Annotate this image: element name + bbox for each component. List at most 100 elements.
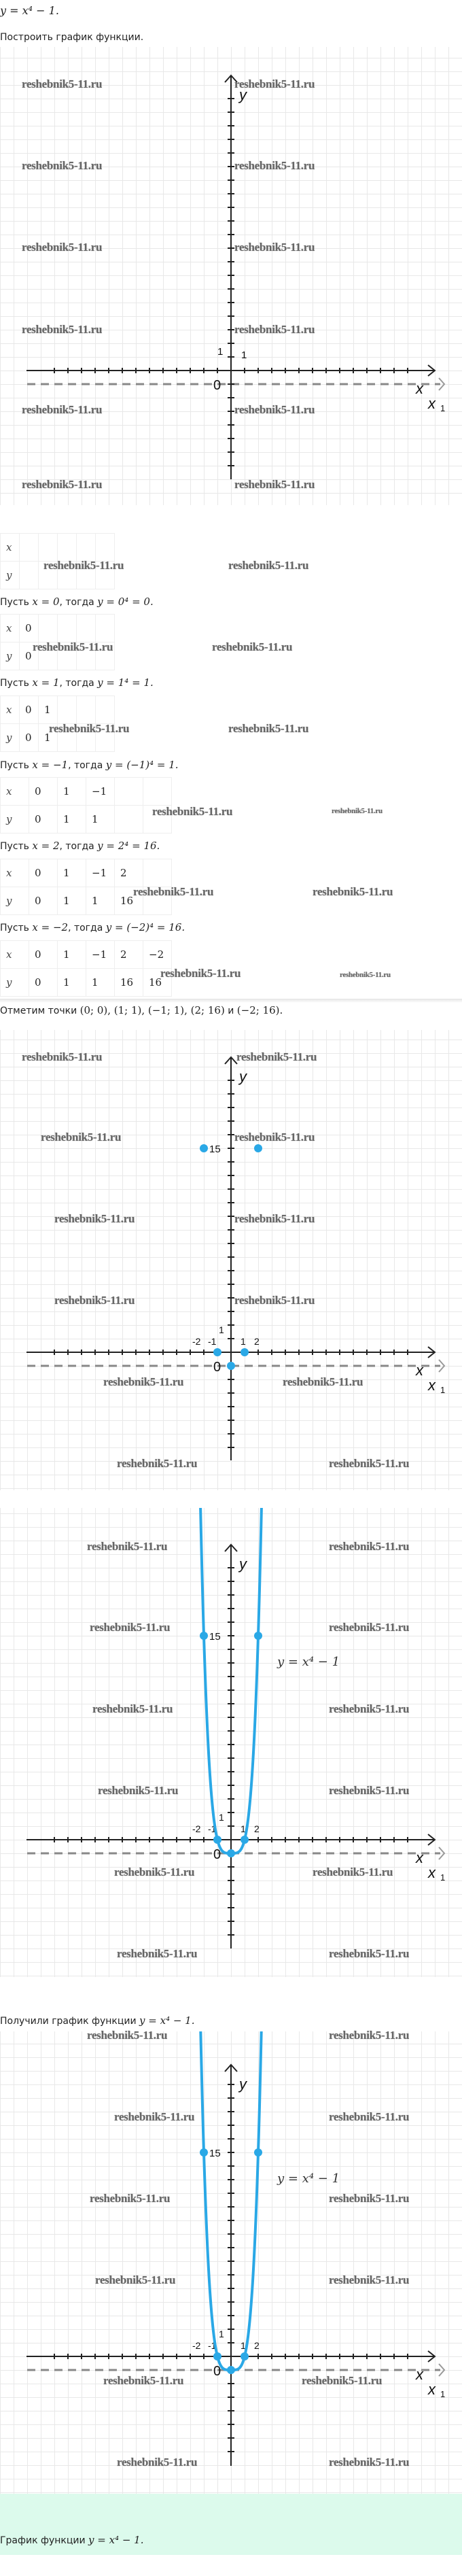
table-cell xyxy=(57,533,77,562)
table-cell xyxy=(76,561,96,589)
x-axis-arrow-icon xyxy=(427,1834,436,1846)
task-text: Построить график функции. xyxy=(0,32,144,43)
table-cell: 2 xyxy=(114,940,143,969)
table-row-x: x xyxy=(0,533,115,562)
step-text: Пусть x = 0, тогда y = 0⁴ = 0. xyxy=(0,595,154,609)
answer-box: График функции y = x⁴ − 1. xyxy=(0,2494,462,2555)
table-cell: 16 xyxy=(143,968,172,997)
row-label: x xyxy=(0,859,29,887)
watermark: reshebnik5-11.ru xyxy=(228,722,309,735)
data-point xyxy=(254,2148,262,2157)
table-cell: 0 xyxy=(29,968,58,997)
y-unit-label: 1 xyxy=(219,1324,224,1335)
x-axis-label: x xyxy=(415,2366,424,2383)
table-cell xyxy=(38,642,58,670)
table-cell xyxy=(76,614,96,642)
watermark: reshebnik5-11.ru xyxy=(212,640,293,653)
step-prefix: Пусть xyxy=(0,760,33,771)
row-label: y xyxy=(0,723,20,752)
step-text: Пусть x = −1, тогда y = (−1)⁴ = 1. xyxy=(0,758,179,772)
values-table: x 0 1 −1 2 y 0 1 1 16 xyxy=(0,859,172,915)
function-graph: y x x 1 0 1 -2 -1 1 2 15 y = x⁴ − 1 reshebnik5-11.ru… xyxy=(0,2029,462,2494)
x1-axis-subscript: 1 xyxy=(440,1385,445,1395)
y-axis-arrow-icon xyxy=(224,1056,238,1065)
table-cell xyxy=(95,695,115,724)
table-cell xyxy=(143,887,172,915)
data-point xyxy=(241,1348,249,1356)
step-mid: , тогда xyxy=(59,841,98,852)
shifted-axis-arrow-icon xyxy=(438,2363,446,2377)
origin-label: 0 xyxy=(213,1360,221,1375)
table-cell: 1 xyxy=(38,723,58,752)
table-cell: 0 xyxy=(19,614,39,642)
table-cell xyxy=(143,859,172,887)
table-cell xyxy=(95,614,115,642)
x1-axis-subscript: 1 xyxy=(440,403,445,413)
y-unit-label: 1 xyxy=(219,2329,224,2339)
table-cell xyxy=(38,533,58,562)
table-cell: −1 xyxy=(86,940,115,969)
mark-points-text: Отметим точки (0; 0), (1; 1), (−1; 1), (… xyxy=(0,1003,283,1018)
graph-canvas: yxx 101-2 -1 1 215 xyxy=(0,1030,462,1490)
table-cell xyxy=(57,642,77,670)
row-label: y xyxy=(0,642,20,670)
step-mid: , тогда xyxy=(59,597,98,608)
result-prefix: Получили график функции xyxy=(0,2016,140,2027)
table-cell xyxy=(76,533,96,562)
table-cell: 1 xyxy=(57,968,86,997)
table-cell xyxy=(114,805,143,834)
tick-label-1: 1 xyxy=(241,1823,246,1834)
table-row-y: y xyxy=(0,561,115,589)
table-cell xyxy=(57,561,77,589)
table-cell: 0 xyxy=(19,723,39,752)
tick-label-minus-1: -1 xyxy=(208,1336,217,1347)
graph-canvas: yxx 101 1 xyxy=(0,47,462,505)
tick-label-1: 1 xyxy=(241,1336,246,1347)
table-cell: 1 xyxy=(57,887,86,915)
shifted-axis-arrow-icon xyxy=(438,1359,446,1373)
x-axis-arrow-icon xyxy=(427,1346,436,1358)
table-cell: 1 xyxy=(86,968,115,997)
x1-axis-subscript: 1 xyxy=(440,2389,445,2399)
row-label: x xyxy=(0,777,29,806)
x1-axis-label: x xyxy=(427,1864,436,1881)
step-math: x = 0 xyxy=(32,596,60,608)
table-cell: 0 xyxy=(29,940,58,969)
table-cell xyxy=(95,642,115,670)
function-graph: y x x 1 0 1 1 reshebnik5-11.ru reshebnik5-11.ru r… xyxy=(0,47,462,505)
values-table: x 0 1 −1 2 −2 y 0 1 1 16 16 xyxy=(0,940,172,997)
y-axis-label: y xyxy=(238,86,248,103)
row-label: x xyxy=(0,533,20,562)
y-axis-label: y xyxy=(238,1556,248,1573)
watermark: reshebnik5-11.ru xyxy=(313,885,393,898)
data-point xyxy=(254,1144,262,1152)
table-cell: 16 xyxy=(114,887,143,915)
table-cell: −1 xyxy=(86,859,115,887)
values-table: x 0 1 −1 y 0 1 1 xyxy=(0,777,172,834)
table-row-x: x 0 1 −1 xyxy=(0,777,172,806)
tick-label-minus-2: -2 xyxy=(192,1823,201,1834)
answer-text: График функции y = x⁴ − 1. xyxy=(0,2533,144,2547)
tick-label-2: 2 xyxy=(254,1823,260,1834)
x-axis-arrow-icon xyxy=(427,364,436,377)
step-math: x = 2 xyxy=(32,840,60,852)
data-point xyxy=(227,2366,235,2374)
watermark: reshebnik5-11.ru xyxy=(160,967,241,980)
x-axis-arrow-icon xyxy=(427,2350,436,2363)
section-divider xyxy=(0,999,462,1003)
data-point xyxy=(200,1632,208,1640)
table-row-y: y 0 1 1 16 16 xyxy=(0,968,172,997)
conjunction: и xyxy=(224,1006,237,1016)
tick-label-minus-2: -2 xyxy=(192,2340,201,2351)
data-point xyxy=(227,1849,235,1857)
tick-label-15: 15 xyxy=(209,1631,221,1643)
table-cell: 1 xyxy=(57,805,86,834)
data-point xyxy=(241,1836,249,1844)
y-axis-label: y xyxy=(238,2076,248,2093)
table-cell xyxy=(38,614,58,642)
table-cell xyxy=(19,561,39,589)
